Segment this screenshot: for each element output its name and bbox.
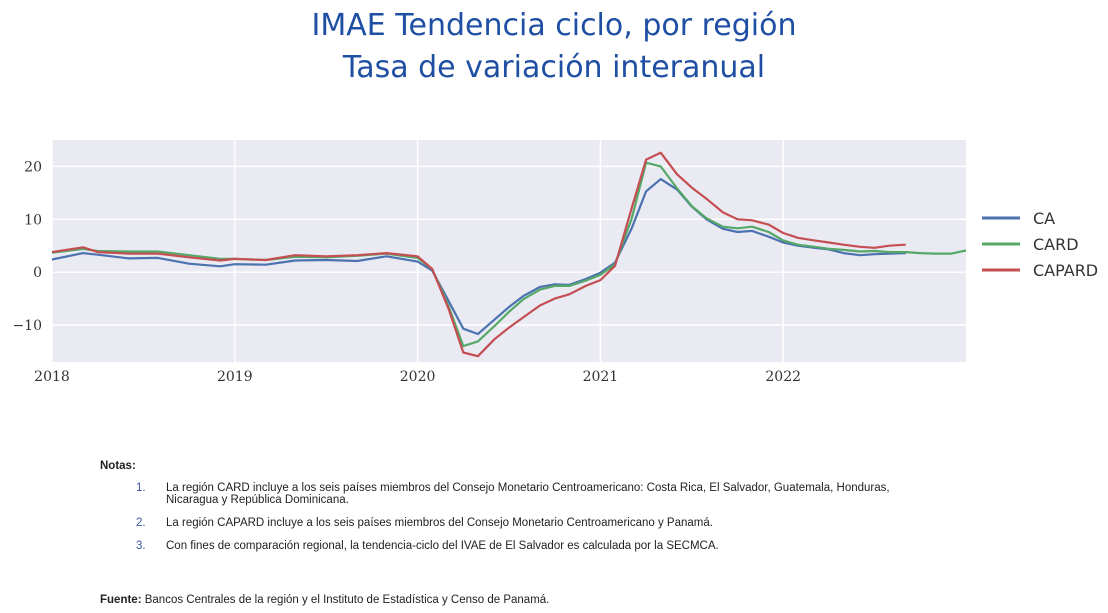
legend-label-capard: CAPARD (1033, 261, 1098, 280)
notes-section: Notas: 1. La región CARD incluye a los s… (100, 460, 916, 563)
source-label: Fuente: (100, 594, 142, 606)
x-tick-label: 2020 (400, 369, 436, 385)
line-chart: 2018 2019 2020 2021 2022 −10 0 10 20 CA CARD CAPARD (12, 140, 1098, 385)
chart-title: IMAE Tendencia ciclo, por región (311, 8, 797, 43)
notes-heading: Notas: (100, 460, 136, 472)
note-text: La región CARD incluye a los seis países… (166, 482, 890, 506)
source-text: Bancos Centrales de la región y el Insti… (141, 594, 550, 606)
chart-subtitle: Tasa de variación interanual (342, 50, 766, 85)
y-tick-label: −10 (12, 318, 42, 334)
series-line-ca (51, 178, 906, 336)
legend-label-card: CARD (1033, 235, 1079, 254)
note-item: 2. La región CAPARD incluye a los seis p… (136, 517, 916, 529)
y-tick-label: 10 (24, 212, 42, 228)
source-line: Fuente: Bancos Centrales de la región y … (100, 594, 549, 606)
series-line-capard (51, 151, 906, 358)
note-number: 3. (136, 540, 146, 552)
note-text: Con fines de comparación regional, la te… (166, 540, 719, 552)
legend-label-ca: CA (1033, 209, 1055, 228)
note-number: 1. (136, 482, 146, 494)
x-tick-label: 2022 (765, 369, 801, 385)
y-tick-label: 20 (24, 159, 42, 175)
note-number: 2. (136, 517, 146, 529)
x-tick-label: 2018 (34, 369, 70, 385)
note-item: 3. Con fines de comparación regional, la… (136, 540, 916, 552)
x-tick-label: 2019 (217, 369, 253, 385)
y-tick-label: 0 (33, 265, 42, 281)
note-text: La región CAPARD incluye a los seis país… (166, 517, 713, 529)
note-item: 1. La región CARD incluye a los seis paí… (136, 482, 916, 506)
x-tick-label: 2021 (583, 369, 619, 385)
